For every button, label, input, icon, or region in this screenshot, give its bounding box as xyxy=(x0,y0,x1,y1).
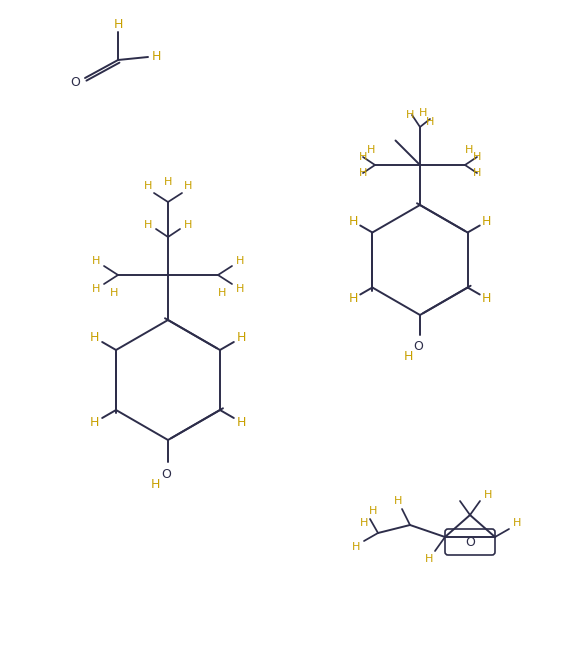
Text: H: H xyxy=(426,117,434,127)
Text: H: H xyxy=(465,145,473,155)
Text: H: H xyxy=(144,181,152,191)
Text: H: H xyxy=(92,284,100,294)
Text: H: H xyxy=(359,152,367,162)
Text: O: O xyxy=(161,469,171,482)
Text: H: H xyxy=(406,110,414,120)
Text: H: H xyxy=(110,288,118,298)
Text: H: H xyxy=(150,478,160,491)
Text: H: H xyxy=(184,220,192,230)
Text: H: H xyxy=(144,220,152,230)
Text: H: H xyxy=(394,496,402,506)
Text: H: H xyxy=(359,168,367,178)
Text: H: H xyxy=(473,152,481,162)
Text: H: H xyxy=(237,416,246,429)
Text: H: H xyxy=(90,331,99,344)
Text: H: H xyxy=(352,542,360,552)
FancyBboxPatch shape xyxy=(445,529,495,555)
Text: H: H xyxy=(164,177,172,187)
Text: H: H xyxy=(425,554,433,564)
Text: H: H xyxy=(348,292,358,305)
Text: H: H xyxy=(484,490,492,500)
Text: H: H xyxy=(218,288,226,298)
Text: H: H xyxy=(367,145,375,155)
Text: H: H xyxy=(236,256,244,266)
Text: H: H xyxy=(482,292,491,305)
Text: H: H xyxy=(90,416,99,429)
Text: H: H xyxy=(513,518,521,528)
Text: O: O xyxy=(70,77,80,90)
Text: H: H xyxy=(369,506,377,516)
Text: H: H xyxy=(92,256,100,266)
Text: H: H xyxy=(236,284,244,294)
Text: H: H xyxy=(237,331,246,344)
Text: H: H xyxy=(151,51,161,64)
Text: H: H xyxy=(114,18,123,31)
Text: H: H xyxy=(360,518,368,528)
Text: H: H xyxy=(419,108,427,118)
Text: O: O xyxy=(465,536,475,549)
Text: H: H xyxy=(482,215,491,228)
Text: H: H xyxy=(404,350,413,363)
Text: H: H xyxy=(184,181,192,191)
Text: O: O xyxy=(413,341,423,354)
Text: H: H xyxy=(348,215,358,228)
Text: H: H xyxy=(473,168,481,178)
